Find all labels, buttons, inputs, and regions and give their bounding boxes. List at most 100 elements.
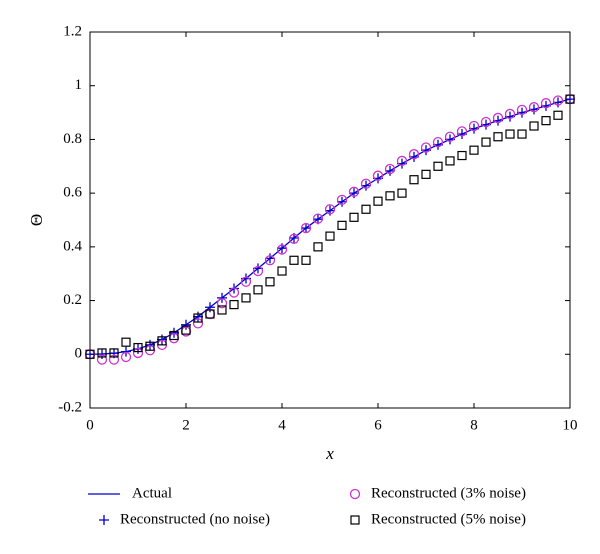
- data-point: [325, 231, 335, 241]
- legend-marker: [349, 488, 361, 500]
- data-point: [361, 204, 371, 214]
- x-tick-label: 6: [374, 417, 382, 433]
- data-point: [217, 305, 227, 315]
- data-point: [469, 145, 479, 155]
- data-point: [181, 325, 191, 335]
- data-point: [384, 163, 396, 175]
- data-point: [85, 349, 95, 360]
- data-point: [408, 149, 420, 160]
- data-point: [433, 161, 443, 171]
- data-point: [301, 223, 311, 234]
- data-point: [253, 285, 263, 295]
- data-point: [372, 170, 384, 181]
- data-point: [541, 116, 551, 126]
- data-point: [457, 150, 467, 161]
- data-point: [552, 95, 564, 106]
- data-point: [96, 354, 108, 365]
- data-point: [492, 112, 504, 124]
- data-point: [193, 311, 203, 322]
- y-tick-label: 0.8: [63, 131, 82, 147]
- data-point: [385, 165, 395, 176]
- data-point: [553, 110, 563, 120]
- data-point: [421, 169, 431, 179]
- data-point: [456, 126, 468, 137]
- data-point: [277, 266, 287, 276]
- data-point: [205, 302, 215, 313]
- data-point: [169, 330, 179, 341]
- data-point: [385, 191, 395, 201]
- data-point: [337, 220, 347, 230]
- data-point: [529, 104, 539, 115]
- data-point: [348, 186, 360, 197]
- y-tick-label: 0.4: [63, 238, 82, 254]
- data-point: [373, 196, 383, 206]
- data-point: [504, 108, 516, 120]
- data-point: [480, 116, 492, 128]
- legend-label: Reconstructed (no noise): [120, 511, 270, 527]
- legend-label: Reconstructed (5% noise): [371, 511, 526, 527]
- data-point: [445, 156, 455, 166]
- y-axis-label: Θ: [27, 214, 46, 226]
- data-point: [300, 222, 312, 234]
- data-point: [288, 233, 300, 244]
- data-point: [432, 136, 444, 148]
- data-point: [121, 346, 131, 357]
- data-point: [229, 300, 239, 310]
- data-point: [397, 188, 407, 198]
- x-tick-label: 0: [86, 417, 94, 433]
- data-point: [505, 129, 515, 139]
- data-point: [217, 292, 227, 303]
- legend-marker: [350, 515, 360, 525]
- series-line: [89, 98, 571, 355]
- data-point: [565, 94, 575, 105]
- data-point: [301, 255, 311, 265]
- data-point: [216, 298, 228, 309]
- data-point: [265, 253, 275, 264]
- x-tick-label: 8: [470, 417, 478, 433]
- data-point: [145, 339, 155, 350]
- data-point: [481, 137, 491, 147]
- y-tick-label: 1: [75, 77, 83, 93]
- data-point: [289, 255, 299, 265]
- data-point: [252, 265, 264, 277]
- data-point: [157, 336, 167, 346]
- data-point: [360, 178, 372, 189]
- legend-label: Actual: [132, 485, 172, 501]
- data-point: [120, 351, 132, 363]
- data-point: [540, 98, 552, 109]
- data-point: [313, 242, 323, 252]
- data-point: [181, 319, 191, 330]
- data-point: [193, 313, 203, 323]
- data-point: [337, 196, 347, 207]
- data-point: [157, 334, 167, 345]
- data-point: [276, 244, 288, 255]
- y-tick-label: 0.6: [63, 185, 82, 201]
- data-point: [264, 255, 276, 266]
- legend-label: Reconstructed (3% noise): [371, 485, 526, 501]
- data-point: [420, 142, 432, 153]
- data-point: [132, 347, 144, 359]
- data-point: [529, 121, 539, 131]
- y-tick-label: 1.2: [63, 23, 82, 39]
- data-point: [324, 204, 336, 215]
- y-tick-label: 0.2: [63, 292, 82, 308]
- data-point: [468, 120, 480, 132]
- data-point: [205, 309, 215, 319]
- data-point: [516, 104, 528, 116]
- data-point: [336, 194, 348, 206]
- data-point: [361, 180, 371, 191]
- data-point: [109, 348, 119, 358]
- y-tick-label: -0.2: [58, 399, 82, 415]
- data-point: [241, 293, 251, 303]
- data-point: [97, 348, 107, 358]
- data-point: [192, 318, 204, 329]
- data-point: [493, 132, 503, 142]
- data-point: [553, 97, 563, 108]
- data-point: [517, 129, 527, 139]
- data-point: [145, 341, 155, 351]
- x-tick-label: 4: [278, 417, 286, 433]
- data-point: [409, 175, 419, 185]
- legend-marker: [99, 515, 109, 525]
- data-point: [121, 337, 131, 347]
